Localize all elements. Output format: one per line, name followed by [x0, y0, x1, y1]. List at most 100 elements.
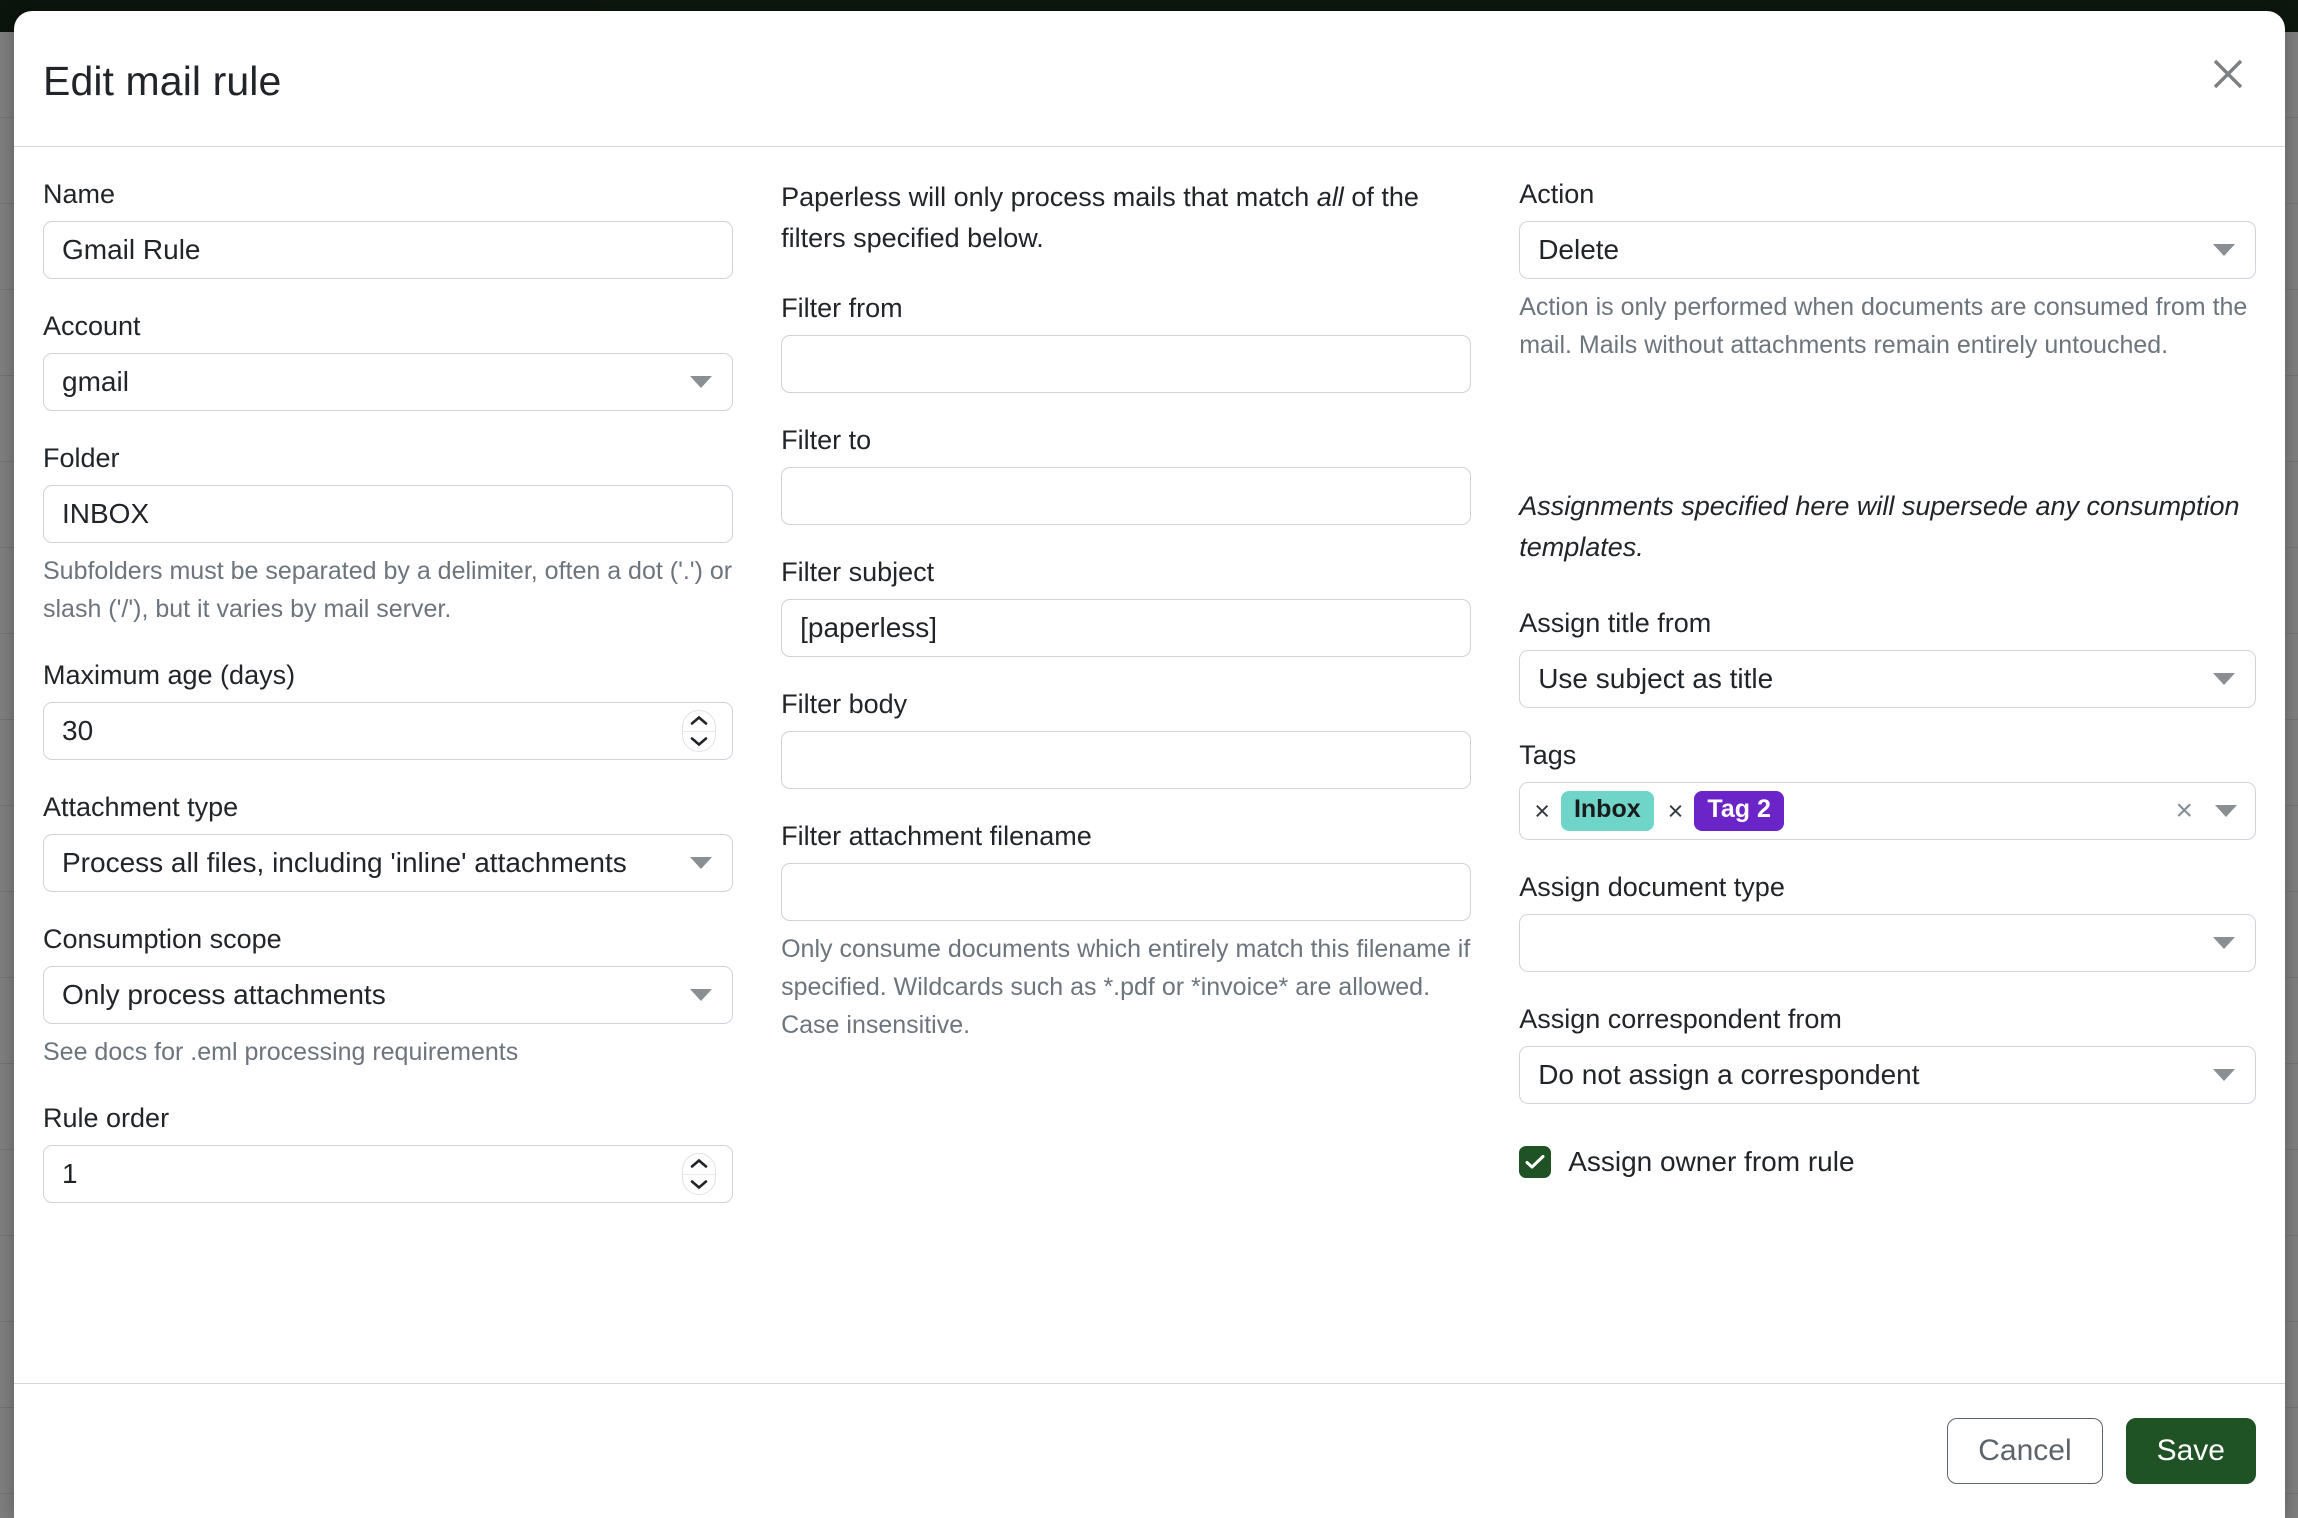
action-help-text: Action is only performed when documents …	[1519, 293, 2248, 359]
consumption-scope-select[interactable]: Only process attachments	[43, 966, 734, 1024]
stepper-up-icon[interactable]	[683, 1154, 716, 1175]
clear-icon[interactable]: ×	[2175, 794, 2193, 827]
field-label-assign-document-type: Assign document type	[1519, 872, 1785, 902]
form-column-right: Action Delete Action is only performed w…	[1519, 177, 2256, 1233]
chevron-down-icon	[2213, 937, 2235, 949]
action-select[interactable]: Delete	[1519, 221, 2256, 279]
field-assign-document-type: Assign document type	[1519, 870, 2256, 972]
field-name: Name Gmail Rule	[43, 177, 734, 279]
filter-attachment-filename-help-text: Only consume documents which entirely ma…	[781, 935, 1471, 1039]
field-label-rule-order: Rule order	[43, 1103, 170, 1133]
field-label-maximum-age: Maximum age (days)	[43, 660, 296, 690]
name-input[interactable]: Gmail Rule	[43, 221, 734, 279]
tags-controls: ×	[2175, 796, 2237, 826]
field-consumption-scope: Consumption scope Only process attachmen…	[43, 922, 734, 1071]
chevron-down-icon	[690, 857, 713, 869]
maximum-age-input-value: 30	[62, 715, 94, 746]
field-label-filter-from: Filter from	[781, 293, 903, 323]
folder-input-value: INBOX	[62, 498, 150, 529]
stepper-down-icon[interactable]	[683, 732, 715, 752]
close-icon[interactable]: ×	[1667, 795, 1684, 826]
field-tags: Tags × Inbox × Tag 2 ×	[1519, 738, 2256, 840]
page-title: Edit mail rule	[43, 58, 282, 104]
consumption-scope-select-value: Only process attachments	[62, 979, 386, 1010]
field-maximum-age: Maximum age (days) 30	[43, 658, 734, 760]
tag-pill-label: Tag 2	[1694, 791, 1784, 831]
field-label-filter-subject: Filter subject	[781, 557, 935, 587]
folder-help-text: Subfolders must be separated by a delimi…	[43, 557, 733, 623]
chevron-down-icon	[2213, 1069, 2235, 1081]
stepper-down-icon[interactable]	[683, 1175, 715, 1195]
action-select-value: Delete	[1538, 234, 1620, 265]
chevron-down-icon	[690, 376, 713, 388]
dialog-footer: Cancel Save	[14, 1383, 2285, 1518]
attachment-type-select-value: Process all files, including 'inline' at…	[62, 847, 627, 878]
consumption-scope-help-text: See docs for .eml processing requirement…	[43, 1038, 519, 1066]
chevron-down-icon[interactable]	[2215, 805, 2237, 817]
filter-body-input[interactable]	[781, 731, 1472, 789]
maximum-age-input[interactable]: 30	[43, 702, 734, 760]
filter-to-input[interactable]	[781, 467, 1472, 525]
account-select[interactable]: gmail	[43, 353, 734, 411]
section-spacer	[1519, 394, 2256, 486]
assign-owner-checkbox[interactable]	[1519, 1146, 1552, 1178]
field-label-action: Action	[1519, 179, 1595, 209]
field-label-consumption-scope: Consumption scope	[43, 924, 282, 954]
chevron-down-icon	[690, 989, 713, 1001]
dialog-header: Edit mail rule	[14, 11, 2285, 147]
dialog-body: Name Gmail Rule Account gmail Folder INB…	[14, 147, 2285, 1233]
edit-mail-rule-dialog: Edit mail rule Name Gmail Rule Account g…	[14, 11, 2285, 1518]
field-folder: Folder INBOX Subfolders must be separate…	[43, 441, 734, 628]
filters-intro-text: Paperless will only process mails that m…	[781, 177, 1471, 259]
field-rule-order: Rule order 1	[43, 1101, 734, 1203]
field-label-assign-correspondent-from: Assign correspondent from	[1519, 1004, 1842, 1034]
close-icon[interactable]: ×	[1534, 795, 1550, 826]
assign-title-from-select[interactable]: Use subject as title	[1519, 650, 2256, 708]
filter-from-input[interactable]	[781, 335, 1472, 393]
field-filter-subject: Filter subject [paperless]	[781, 555, 1472, 657]
assignments-note: Assignments specified here will supersed…	[1519, 491, 2240, 562]
assign-correspondent-from-select-value: Do not assign a correspondent	[1538, 1059, 1920, 1090]
filter-attachment-filename-input[interactable]	[781, 863, 1472, 921]
rule-order-input[interactable]: 1	[43, 1145, 734, 1203]
tag-chip[interactable]: × Inbox	[1534, 791, 1654, 831]
tag-chip[interactable]: × Tag 2	[1668, 791, 1784, 831]
field-label-attachment-type: Attachment type	[43, 792, 239, 822]
field-filter-attachment-filename: Filter attachment filename Only consume …	[781, 819, 1472, 1044]
chevron-down-icon	[2213, 673, 2235, 685]
field-label-folder: Folder	[43, 443, 120, 473]
assign-document-type-select[interactable]	[1519, 914, 2256, 972]
cancel-button[interactable]: Cancel	[1947, 1418, 2103, 1484]
quantity-stepper[interactable]	[682, 1153, 717, 1195]
field-attachment-type: Attachment type Process all files, inclu…	[43, 790, 734, 892]
folder-input[interactable]: INBOX	[43, 485, 734, 543]
assign-owner-label: Assign owner from rule	[1568, 1146, 1855, 1177]
field-label-assign-title-from: Assign title from	[1519, 608, 1712, 638]
assign-correspondent-from-select[interactable]: Do not assign a correspondent	[1519, 1046, 2256, 1104]
form-column-left: Name Gmail Rule Account gmail Folder INB…	[43, 177, 781, 1233]
field-label-filter-to: Filter to	[781, 425, 872, 455]
field-filter-body: Filter body	[781, 687, 1472, 789]
chevron-down-icon	[2213, 244, 2235, 256]
tag-pill-label: Inbox	[1560, 791, 1654, 831]
form-column-middle: Paperless will only process mails that m…	[781, 177, 1519, 1233]
filter-subject-input[interactable]: [paperless]	[781, 599, 1472, 657]
field-account: Account gmail	[43, 309, 734, 411]
stepper-up-icon[interactable]	[683, 711, 716, 732]
check-icon	[1525, 1155, 1545, 1169]
filters-intro-emphasis: all	[1316, 182, 1344, 212]
account-select-value: gmail	[62, 366, 129, 397]
tags-multiselect[interactable]: × Inbox × Tag 2 ×	[1519, 782, 2256, 840]
filters-intro-prefix: Paperless will only process mails that m…	[781, 182, 1317, 212]
field-label-name: Name	[43, 179, 116, 209]
quantity-stepper[interactable]	[682, 710, 717, 752]
attachment-type-select[interactable]: Process all files, including 'inline' at…	[43, 834, 734, 892]
field-action: Action Delete Action is only performed w…	[1519, 177, 2256, 364]
filter-subject-input-value: [paperless]	[800, 612, 938, 643]
save-button[interactable]: Save	[2125, 1418, 2256, 1484]
field-filter-from: Filter from	[781, 291, 1472, 393]
close-icon[interactable]	[2199, 45, 2257, 103]
field-assign-title-from: Assign title from Use subject as title	[1519, 606, 2256, 708]
name-input-value: Gmail Rule	[62, 234, 201, 265]
assign-title-from-select-value: Use subject as title	[1538, 663, 1774, 694]
